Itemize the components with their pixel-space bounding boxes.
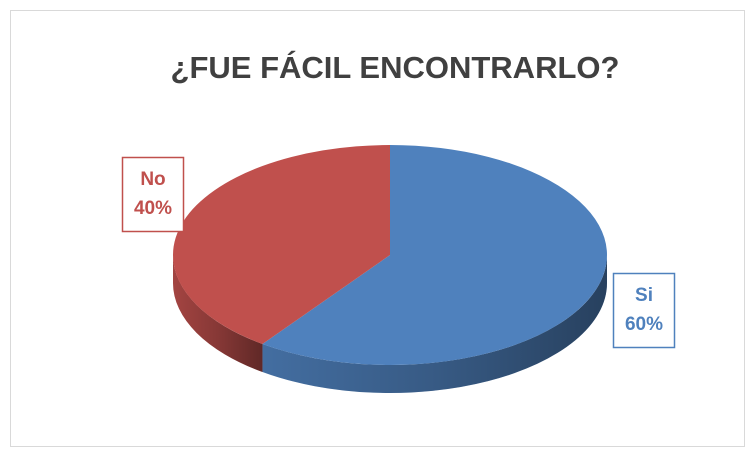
- data-label-box: [121, 156, 185, 233]
- slice: [172, 145, 390, 344]
- slice-side-shade: [173, 255, 263, 372]
- data-label-value: 40%: [134, 198, 172, 219]
- data-label-box: [612, 272, 676, 349]
- data-label-value: 60%: [625, 314, 663, 335]
- data-label-category: Si: [635, 285, 653, 306]
- slice-side-shade: [262, 255, 607, 393]
- slice: [262, 145, 607, 365]
- data-label-category: No: [140, 169, 165, 190]
- chart-title: ¿FUE FÁCIL ENCONTRARLO?: [171, 50, 620, 85]
